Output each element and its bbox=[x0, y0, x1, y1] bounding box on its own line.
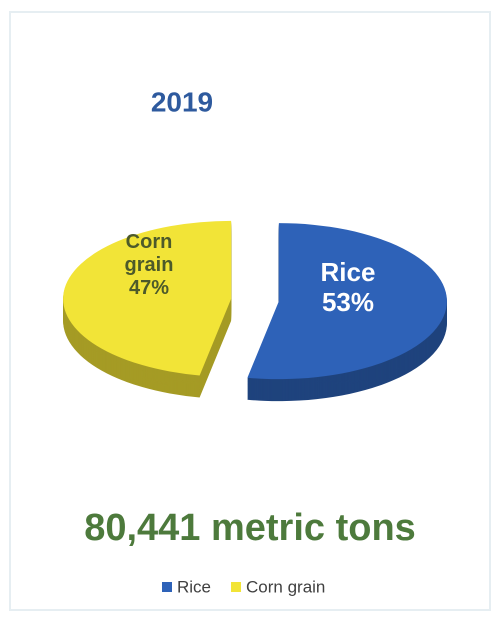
legend-label: Rice bbox=[177, 577, 211, 596]
chart-title: 2019 bbox=[151, 86, 213, 117]
slice bbox=[63, 220, 232, 376]
pie bbox=[63, 220, 447, 402]
slice-name: Corn grain bbox=[124, 231, 174, 276]
annotation: 80,441 metric tons bbox=[84, 507, 416, 549]
data-label: Rice 53% bbox=[298, 257, 398, 318]
legend: Rice Corn grain bbox=[162, 577, 325, 596]
slice-name: Rice bbox=[320, 257, 376, 287]
legend-label: Corn grain bbox=[246, 577, 325, 596]
slice-value: 47% bbox=[128, 277, 170, 299]
legend-swatch bbox=[162, 582, 172, 592]
slice-value: 53% bbox=[321, 286, 375, 317]
frame bbox=[9, 11, 491, 611]
slice bbox=[247, 223, 447, 380]
legend-swatch bbox=[231, 582, 242, 592]
data-label: Corn grain 47% bbox=[110, 231, 188, 300]
